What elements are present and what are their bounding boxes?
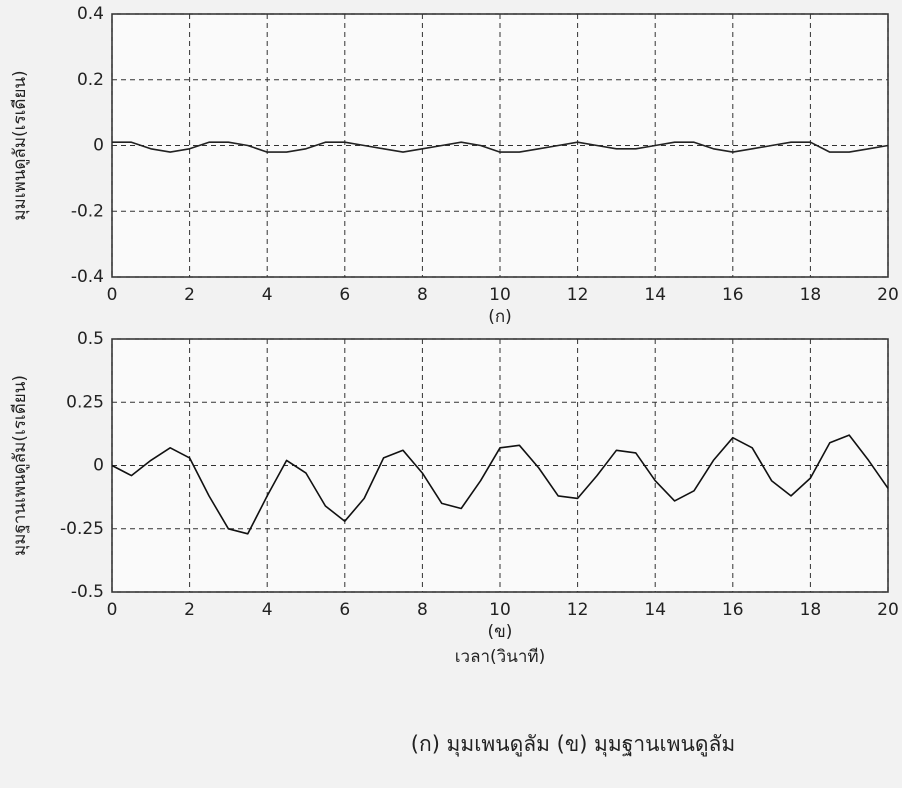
x-tick-label: 0 <box>107 285 118 305</box>
y-tick-label: -0.4 <box>71 267 104 287</box>
x-tick-label: 6 <box>339 600 350 620</box>
y-tick-label: 0.25 <box>66 392 104 412</box>
x-tick-label: 12 <box>567 600 589 620</box>
x-tick-label: 10 <box>489 600 511 620</box>
x-tick-label: 8 <box>417 600 428 620</box>
y-tick-label: -0.25 <box>60 519 104 539</box>
y-tick-label: 0 <box>93 136 104 156</box>
x-tick-label: 18 <box>800 285 822 305</box>
y-tick-label: 0.5 <box>77 329 104 349</box>
x-tick-label: 4 <box>262 600 273 620</box>
x-tick-label: 10 <box>489 285 511 305</box>
x-tick-label: 2 <box>184 285 195 305</box>
x-tick-label: 20 <box>877 285 899 305</box>
x-tick-label: 14 <box>644 600 666 620</box>
x-tick-label: 8 <box>417 285 428 305</box>
x-tick-label: 0 <box>107 600 118 620</box>
y-tick-label: 0.2 <box>77 70 104 90</box>
x-tick-label: 16 <box>722 285 744 305</box>
x-tick-label: 18 <box>800 600 822 620</box>
y-axis-label: มุมฐานเพนดูลัม(เรเดียน) <box>10 375 30 556</box>
y-tick-label: -0.2 <box>71 201 104 221</box>
x-tick-label: 4 <box>262 285 273 305</box>
y-tick-label: 0.4 <box>77 4 104 24</box>
data-line <box>112 141 889 153</box>
x-axis-label: เวลา(วินาที) <box>455 647 546 667</box>
x-tick-label: 2 <box>184 600 195 620</box>
subtitle: (ข) <box>488 622 513 642</box>
x-tick-label: 14 <box>644 285 666 305</box>
x-tick-label: 6 <box>339 285 350 305</box>
x-tick-label: 12 <box>567 285 589 305</box>
y-axis-label: มุมเพนดูลัม(เรเดียน) <box>10 70 30 220</box>
y-tick-label: -0.5 <box>71 582 104 602</box>
x-tick-label: 20 <box>877 600 899 620</box>
data-line <box>111 434 889 535</box>
subtitle: (ก) <box>488 307 512 327</box>
y-tick-label: 0 <box>93 456 104 476</box>
x-tick-label: 16 <box>722 600 744 620</box>
caption: (ก) มุมเพนดูลัม (ข) มุมฐานเพนดูลัม <box>411 732 735 757</box>
